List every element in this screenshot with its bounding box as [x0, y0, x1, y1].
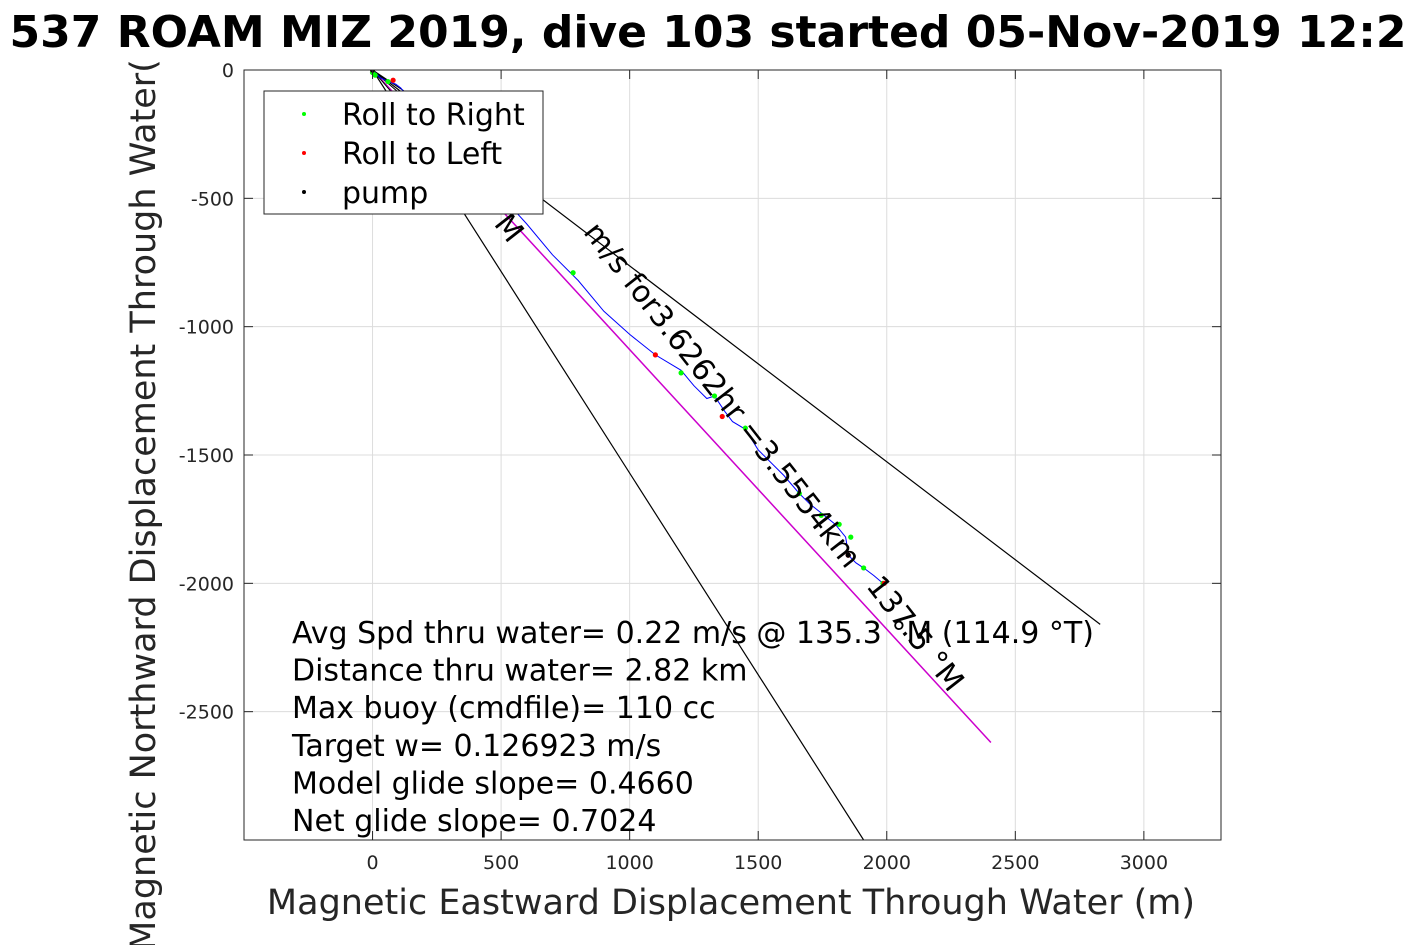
y-axis-label: Magnetic Northward Displacement Through … — [124, 59, 164, 945]
pump-point — [845, 552, 851, 558]
legend-marker — [302, 112, 306, 116]
roll-right-point — [836, 521, 842, 527]
roll-right-point — [372, 72, 378, 78]
legend-label: Roll to Right — [342, 98, 525, 133]
y-tick-label: 0 — [222, 60, 234, 82]
roll-right-point — [861, 565, 867, 571]
x-tick-label: 0 — [367, 852, 379, 874]
roll-right-point — [796, 490, 802, 497]
x-tick-label: 2500 — [991, 852, 1039, 874]
x-tick-label: 3000 — [1120, 852, 1168, 874]
stats-annotation: Distance thru water= 2.82 km — [292, 654, 747, 689]
y-tick-label: -2500 — [179, 702, 234, 724]
y-tick-label: -2000 — [179, 573, 234, 595]
x-tick-label: 1500 — [734, 852, 782, 874]
x-tick-label: 2000 — [863, 852, 911, 874]
y-tick-label: -500 — [191, 188, 234, 210]
y-tick-label: -1000 — [179, 317, 234, 339]
stats-annotation: Model glide slope= 0.4660 — [292, 766, 694, 801]
chart-title: 537 ROAM MIZ 2019, dive 103 started 05-N… — [10, 7, 1407, 58]
annotations: Avg Spd thru water= 0.22 m/s @ 135.3 °M … — [291, 616, 1094, 839]
x-tick-label: 1000 — [605, 852, 653, 874]
roll-left-point — [881, 580, 887, 586]
roll-right-point — [742, 425, 748, 431]
roll-right-point — [848, 534, 854, 540]
legend-label: Roll to Left — [342, 137, 502, 172]
y-tick-label: -1500 — [179, 445, 234, 467]
stats-annotation: Target w= 0.126923 m/s — [291, 729, 661, 764]
x-tick-label: 500 — [483, 852, 519, 874]
heading-label: m/s for3.6262hr =3.5554km — [576, 216, 867, 575]
legend-marker — [302, 190, 306, 194]
roll-right-point — [570, 270, 576, 276]
roll-right-point — [678, 370, 684, 376]
stats-annotation: Max buoy (cmdfile)= 110 cc — [292, 691, 716, 726]
x-axis-label: Magnetic Eastward Displacement Through W… — [267, 883, 1195, 923]
stats-annotation: Net glide slope= 0.7024 — [292, 804, 656, 839]
roll-right-point — [385, 78, 391, 85]
axis-ticks: 0 500 1000 1500 2000 2500 3000 0 -500 -1000 -1500 -… — [179, 60, 1221, 874]
legend: Roll to Right Roll to Left pump — [263, 90, 544, 215]
plot-markers — [369, 70, 887, 586]
grid — [244, 69, 1221, 840]
legend-box — [263, 90, 544, 215]
roll-left-point — [652, 352, 658, 358]
legend-marker — [302, 151, 306, 155]
roll-right-point — [711, 393, 718, 399]
roll-left-point — [390, 77, 396, 83]
stats-annotation: Avg Spd thru water= 0.22 m/s @ 135.3 °M … — [292, 616, 1094, 651]
legend-label: pump — [342, 176, 428, 211]
roll-left-point — [719, 413, 725, 420]
roll-right-point — [818, 512, 824, 518]
